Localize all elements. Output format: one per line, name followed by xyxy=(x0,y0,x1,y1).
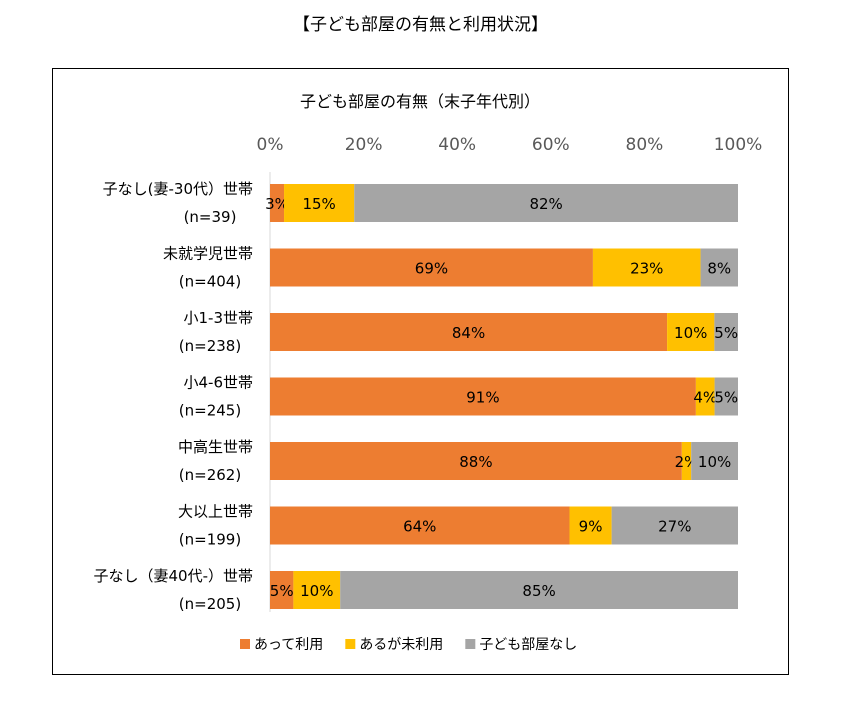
category-label: 大以上世帯 xyxy=(178,503,253,521)
data-label: 91% xyxy=(466,389,499,407)
data-label: 23% xyxy=(630,260,663,278)
category-label: 小4-6世帯 xyxy=(184,374,254,392)
category-n-label: (n=404) xyxy=(179,273,241,291)
data-label: 10% xyxy=(698,453,731,471)
bar-segment xyxy=(667,313,715,351)
bar-segment xyxy=(270,442,682,480)
x-tick-label: 100% xyxy=(714,135,763,155)
page-title: 【子ども部屋の有無と利用状況】 xyxy=(293,15,548,35)
x-tick-label: 20% xyxy=(345,135,383,155)
bar-segment xyxy=(340,571,738,609)
category-n-label: (n=199) xyxy=(179,531,241,549)
x-tick-label: 0% xyxy=(257,135,284,155)
data-label: 27% xyxy=(658,518,691,536)
data-label: 15% xyxy=(302,195,335,213)
data-label: 5% xyxy=(714,324,738,342)
category-label: 中高生世帯 xyxy=(178,438,253,456)
category-n-label: (n=238) xyxy=(179,337,241,355)
data-label: 82% xyxy=(529,195,562,213)
bar-segment xyxy=(611,506,738,545)
bar-segment xyxy=(714,313,738,351)
bar-segment xyxy=(354,184,738,222)
legend-swatch xyxy=(240,639,250,649)
bar-segment xyxy=(293,571,341,609)
data-label: 85% xyxy=(522,582,555,600)
category-label: 子なし(妻-30代）世帯 xyxy=(103,180,253,198)
bar-segment xyxy=(270,571,294,609)
bar-segment xyxy=(270,377,696,416)
data-label: 4% xyxy=(693,389,717,407)
bar-segment xyxy=(270,248,593,287)
bar-segment xyxy=(569,506,612,545)
bar-segment xyxy=(592,248,701,287)
x-tick-label: 80% xyxy=(626,135,664,155)
bar-segment xyxy=(681,442,692,480)
legend-label: あって利用 xyxy=(254,637,323,653)
category-n-label: (n=245) xyxy=(179,402,241,420)
bar-segment xyxy=(691,442,738,480)
bar-segment xyxy=(270,184,285,222)
data-label: 88% xyxy=(459,453,492,471)
x-tick-label: 60% xyxy=(532,135,570,155)
data-label: 10% xyxy=(674,324,707,342)
legend-label: 子ども部屋なし xyxy=(479,637,577,653)
bar-segment xyxy=(700,248,738,287)
bar-segment xyxy=(695,377,715,416)
category-label: 未就学児世帯 xyxy=(163,245,253,263)
data-label: 3% xyxy=(265,195,289,213)
category-n-label: (n=39) xyxy=(184,208,237,226)
data-label: 10% xyxy=(300,582,333,600)
category-n-label: (n=205) xyxy=(179,595,241,613)
bar-segment xyxy=(714,377,738,416)
category-n-label: (n=262) xyxy=(179,466,241,484)
bar-segment xyxy=(270,506,570,545)
legend-swatch xyxy=(345,639,356,649)
bar-segment xyxy=(284,184,355,222)
legend-label: あるが未利用 xyxy=(359,637,443,653)
data-label: 5% xyxy=(714,389,738,407)
data-label: 9% xyxy=(579,518,603,536)
data-label: 69% xyxy=(415,260,448,278)
data-label: 64% xyxy=(403,518,436,536)
category-label: 子なし（妻40代-）世帯 xyxy=(93,567,253,585)
data-label: 8% xyxy=(707,260,731,278)
x-tick-label: 40% xyxy=(438,135,476,155)
chart-title: 子ども部屋の有無（末子年代別） xyxy=(300,92,540,111)
category-label: 小1-3世帯 xyxy=(184,309,254,327)
bar-segment xyxy=(270,313,668,351)
legend-swatch xyxy=(465,639,476,649)
data-label: 84% xyxy=(452,324,485,342)
chart-frame xyxy=(52,68,789,675)
data-label: 5% xyxy=(270,582,294,600)
